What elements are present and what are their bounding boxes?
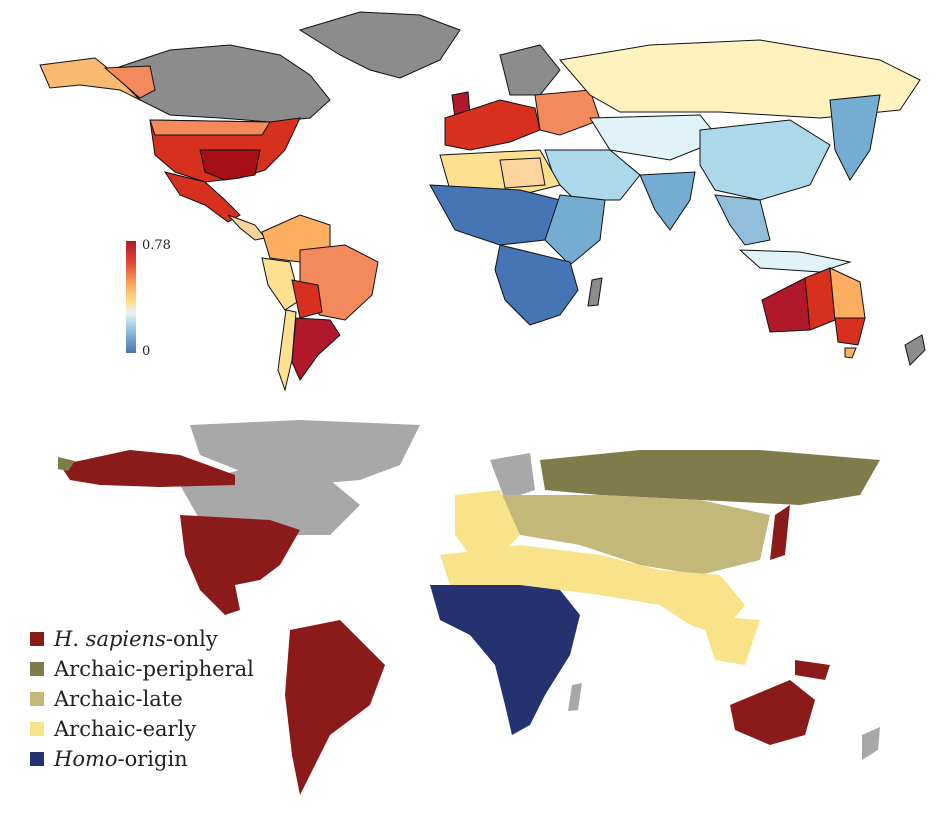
- region-chukotka-peripheral: [58, 457, 75, 471]
- region-northern-eurasia-peripheral: [540, 450, 880, 505]
- region-southeast-asia-early: [700, 615, 760, 665]
- legend-swatch: [30, 662, 44, 676]
- region-western-europe: [444, 99, 541, 151]
- region-india: [639, 171, 696, 231]
- region-russia: [559, 39, 921, 119]
- region-eastern-europe: [534, 89, 601, 136]
- legend-label-italic: H. sapiens: [54, 627, 166, 651]
- region-argentina: [291, 317, 341, 381]
- legend-swatch: [30, 692, 44, 706]
- region-north-africa-south-asia-early: [440, 545, 745, 635]
- region-central-america: [227, 214, 266, 241]
- region-central-asia: [589, 114, 721, 161]
- region-east-asia-coast: [829, 94, 881, 181]
- region-chile: [277, 309, 297, 392]
- region-southeast-asia: [714, 194, 771, 246]
- region-usa-south: [199, 149, 261, 181]
- region-usa-mexico-sapiens: [180, 515, 300, 615]
- region-tasmania: [844, 347, 857, 359]
- region-bolivia: [291, 279, 323, 319]
- region-madagascar: [587, 277, 603, 307]
- region-scandinavia: [499, 44, 561, 96]
- legend-item-homo-origin: Homo -origin: [30, 744, 254, 774]
- legend-label: Archaic-late: [54, 687, 183, 711]
- region-canada: [109, 44, 331, 123]
- region-australia-west: [761, 277, 811, 333]
- region-new-guinea-sapiens: [795, 660, 830, 680]
- legend-item-archaic-late: Archaic-late: [30, 684, 254, 714]
- region-south-america-sapiens: [285, 620, 385, 795]
- legend-swatch: [30, 752, 44, 766]
- region-sahel: [499, 157, 546, 189]
- category-legend: H. sapiens -only Archaic-peripheral Archa…: [30, 624, 254, 774]
- region-alaska-sapiens: [60, 450, 235, 487]
- region-japan-sapiens: [770, 505, 790, 560]
- region-west-africa: [429, 184, 561, 246]
- legend-label: Archaic-peripheral: [54, 657, 254, 681]
- region-china: [699, 119, 831, 201]
- region-madagascar: [568, 683, 582, 711]
- region-alaska: [39, 57, 141, 101]
- legend-item-archaic-early: Archaic-early: [30, 714, 254, 744]
- legend-item-sapiens-only: H. sapiens -only: [30, 624, 254, 654]
- legend-label: Archaic-early: [54, 717, 197, 741]
- choropleth-svg: [39, 11, 926, 392]
- region-middle-east: [544, 149, 641, 201]
- legend-label-italic: Homo: [54, 747, 118, 771]
- region-africa-origin: [430, 585, 580, 735]
- categorical-svg: [58, 420, 880, 795]
- region-greenland: [298, 11, 461, 79]
- region-yukon: [103, 65, 156, 99]
- region-central-africa: [494, 244, 579, 326]
- color-scale-bar: [126, 241, 136, 353]
- legend-swatch: [30, 722, 44, 736]
- choropleth-world-map: 0.78 0: [0, 0, 946, 400]
- region-central-asia-late: [500, 495, 770, 575]
- region-australia-sapiens: [730, 680, 815, 745]
- categorical-world-map: [0, 405, 946, 816]
- region-scandinavia: [490, 453, 535, 500]
- scale-min-label: 0: [142, 344, 151, 359]
- region-australia-southeast: [834, 317, 866, 346]
- legend-item-archaic-peripheral: Archaic-peripheral: [30, 654, 254, 684]
- region-europe-early: [455, 490, 520, 555]
- legend-label: -only: [165, 627, 218, 651]
- legend-label: -origin: [117, 747, 188, 771]
- region-indonesia: [738, 249, 852, 273]
- region-ecuador-peru: [261, 257, 301, 311]
- legend-swatch: [30, 632, 44, 646]
- region-australia-east: [829, 267, 866, 321]
- region-usa-north: [149, 119, 271, 136]
- region-east-africa: [544, 194, 606, 266]
- region-new-zealand: [904, 334, 926, 366]
- scale-max-label: 0.78: [142, 238, 171, 253]
- region-new-zealand: [862, 727, 880, 760]
